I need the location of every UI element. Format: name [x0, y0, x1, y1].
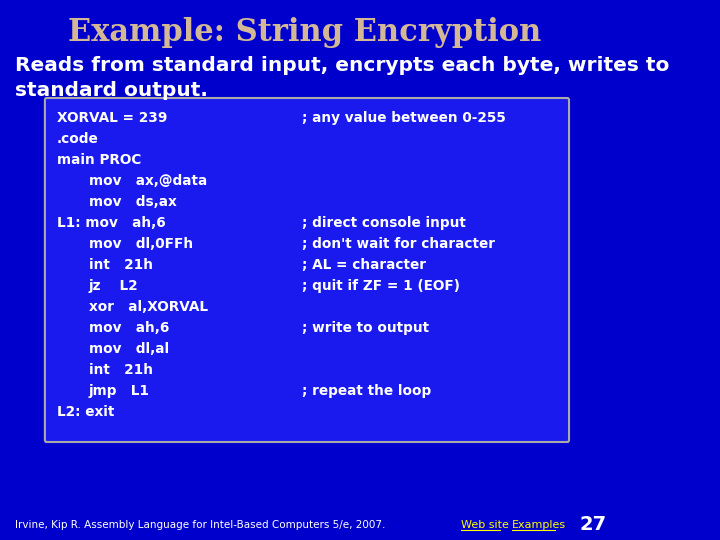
- Text: ; quit if ZF = 1 (EOF): ; quit if ZF = 1 (EOF): [302, 279, 460, 293]
- Text: 27: 27: [579, 516, 606, 535]
- Text: jz    L2: jz L2: [89, 279, 138, 293]
- Text: ; write to output: ; write to output: [302, 321, 429, 335]
- Text: mov   dl,al: mov dl,al: [89, 342, 169, 356]
- Text: L2: exit: L2: exit: [57, 405, 114, 419]
- Text: mov   ah,6: mov ah,6: [89, 321, 169, 335]
- Text: xor   al,XORVAL: xor al,XORVAL: [89, 300, 208, 314]
- Text: jmp   L1: jmp L1: [89, 384, 150, 398]
- Text: ; any value between 0-255: ; any value between 0-255: [302, 111, 506, 125]
- Text: Irvine, Kip R. Assembly Language for Intel-Based Computers 5/e, 2007.: Irvine, Kip R. Assembly Language for Int…: [15, 520, 386, 530]
- Text: ; don't wait for character: ; don't wait for character: [302, 237, 495, 251]
- Text: Example: String Encryption: Example: String Encryption: [68, 17, 541, 48]
- Text: Web site: Web site: [462, 520, 509, 530]
- Text: Reads from standard input, encrypts each byte, writes to
standard output.: Reads from standard input, encrypts each…: [15, 56, 670, 100]
- Text: mov   ds,ax: mov ds,ax: [89, 195, 176, 209]
- Text: .code: .code: [57, 132, 99, 146]
- Text: int   21h: int 21h: [89, 258, 153, 272]
- Text: ; AL = character: ; AL = character: [302, 258, 426, 272]
- Text: XORVAL = 239: XORVAL = 239: [57, 111, 167, 125]
- Text: Examples: Examples: [513, 520, 567, 530]
- Text: mov   ax,@data: mov ax,@data: [89, 174, 207, 188]
- Text: int   21h: int 21h: [89, 363, 153, 377]
- Text: ; direct console input: ; direct console input: [302, 216, 466, 230]
- Text: mov   dl,0FFh: mov dl,0FFh: [89, 237, 193, 251]
- Text: L1: mov   ah,6: L1: mov ah,6: [57, 216, 166, 230]
- FancyBboxPatch shape: [45, 98, 569, 442]
- Text: main PROC: main PROC: [57, 153, 141, 167]
- Text: ; repeat the loop: ; repeat the loop: [302, 384, 431, 398]
